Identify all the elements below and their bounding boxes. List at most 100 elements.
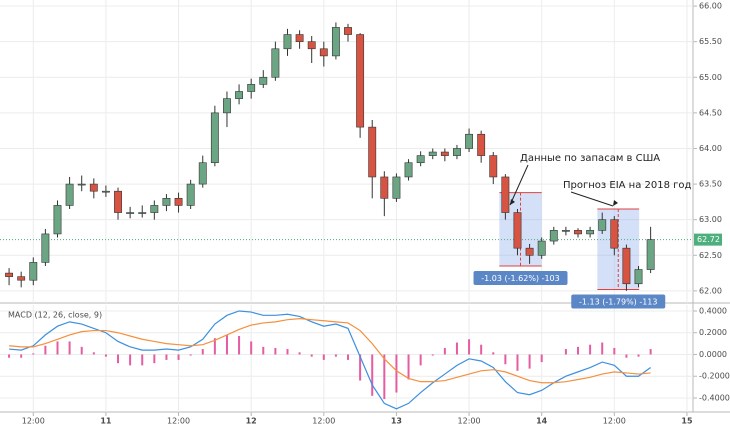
histogram-bar bbox=[528, 354, 531, 369]
histogram-bar bbox=[225, 334, 228, 355]
candle-body bbox=[622, 247, 631, 285]
y-tick-label: 62.50 bbox=[699, 251, 722, 260]
histogram-bar bbox=[504, 354, 507, 365]
histogram-bar bbox=[238, 335, 241, 355]
histogram-bar bbox=[419, 354, 422, 366]
candle-body bbox=[89, 183, 98, 192]
histogram-bar bbox=[201, 349, 204, 355]
histogram-bar bbox=[286, 349, 289, 355]
histogram-bar bbox=[80, 346, 83, 355]
x-tick-label: 14 bbox=[536, 417, 548, 426]
candle-body bbox=[598, 219, 607, 231]
histogram-bar bbox=[104, 354, 107, 357]
histogram-bar bbox=[564, 349, 567, 355]
histogram-bar bbox=[189, 354, 192, 356]
histogram-bar bbox=[347, 354, 350, 360]
candle-body bbox=[477, 133, 486, 156]
x-tick-label: 12:00 bbox=[22, 417, 45, 426]
histogram-bar bbox=[68, 341, 71, 355]
candle-body bbox=[574, 230, 582, 235]
measure-label-box bbox=[473, 270, 568, 285]
histogram-bar bbox=[468, 339, 471, 355]
y-tick-label: 65.50 bbox=[699, 37, 722, 46]
histogram-bar bbox=[492, 352, 495, 355]
y-tick-label: 66.00 bbox=[699, 2, 722, 11]
candle-body bbox=[331, 27, 340, 57]
x-tick-label: 12:00 bbox=[167, 417, 190, 426]
histogram-bar bbox=[129, 354, 132, 366]
histogram-bar bbox=[44, 345, 47, 355]
x-tick-label: 12 bbox=[246, 417, 257, 426]
candle-body bbox=[162, 198, 171, 206]
histogram-bar bbox=[480, 344, 483, 355]
candle-body bbox=[259, 76, 268, 85]
candle-body bbox=[610, 219, 619, 249]
last-price-label: 62.72 bbox=[697, 235, 720, 244]
x-tick-label: 13 bbox=[391, 417, 402, 426]
histogram-bar bbox=[250, 341, 253, 355]
y-tick-label: 63.00 bbox=[699, 215, 722, 224]
candle-body bbox=[138, 212, 147, 214]
y-tick-label: 62.00 bbox=[699, 286, 722, 295]
histogram-bar bbox=[625, 354, 628, 358]
x-tick-label: 11 bbox=[100, 417, 112, 426]
candle-body bbox=[319, 48, 328, 57]
candle-body bbox=[77, 183, 86, 186]
candle-body bbox=[174, 198, 183, 206]
candle-body bbox=[295, 34, 304, 42]
candle-body bbox=[380, 176, 389, 199]
candle-body bbox=[344, 27, 352, 35]
candle-body bbox=[549, 230, 558, 242]
annotation-arrow bbox=[570, 191, 614, 207]
candle-body bbox=[465, 133, 473, 149]
candle-body bbox=[501, 176, 510, 213]
candle-body bbox=[247, 84, 256, 92]
histogram-bar bbox=[8, 354, 11, 358]
candle-body bbox=[416, 155, 425, 164]
candle-body bbox=[525, 247, 534, 256]
histogram-bar bbox=[32, 353, 35, 355]
candle-body bbox=[404, 162, 413, 178]
histogram-bar bbox=[117, 354, 120, 364]
histogram-bar bbox=[371, 354, 374, 396]
annotation: Данные по запасам в США bbox=[520, 153, 660, 164]
candle-body bbox=[114, 190, 122, 213]
y-tick-label: -0.2000 bbox=[699, 372, 730, 381]
candle-body bbox=[271, 48, 280, 78]
histogram-bar bbox=[395, 354, 398, 393]
measure-label: -1.03 (-1.62%) -103 bbox=[481, 274, 559, 283]
histogram-bar bbox=[359, 354, 362, 381]
histogram-bar bbox=[649, 349, 652, 355]
candle-body bbox=[41, 233, 50, 263]
histogram-bar bbox=[431, 354, 434, 356]
candle-body bbox=[428, 151, 437, 156]
arrow-head bbox=[510, 199, 515, 205]
x-tick-label: 12:00 bbox=[458, 417, 481, 426]
histogram-bar bbox=[20, 354, 23, 358]
candle-body bbox=[392, 176, 401, 199]
panel-title: MACD (12, 26, close, 9) bbox=[8, 311, 102, 320]
histogram-bar bbox=[637, 354, 640, 357]
histogram-bar bbox=[383, 354, 386, 400]
measure-label-box bbox=[571, 294, 666, 309]
annotation-arrow bbox=[509, 164, 529, 206]
candle-body bbox=[634, 269, 643, 285]
measure-label: -1.13 (-1.79%) -113 bbox=[579, 297, 657, 306]
candle-body bbox=[101, 190, 110, 193]
histogram-bar bbox=[310, 354, 313, 357]
candle-body bbox=[210, 112, 219, 164]
y-tick-label: 0.0000 bbox=[699, 350, 727, 359]
histogram-bar bbox=[577, 346, 580, 355]
histogram-bar bbox=[92, 352, 95, 355]
histogram-bar bbox=[601, 342, 604, 355]
y-tick-label: 0.2000 bbox=[699, 328, 727, 337]
histogram-bar bbox=[56, 341, 59, 355]
candle-body bbox=[235, 91, 244, 99]
candle-body bbox=[453, 148, 461, 156]
macd-line bbox=[9, 317, 651, 384]
candle-body bbox=[646, 239, 655, 270]
histogram-bar bbox=[274, 347, 277, 355]
annotation: Прогноз EIA на 2018 год bbox=[563, 180, 692, 191]
